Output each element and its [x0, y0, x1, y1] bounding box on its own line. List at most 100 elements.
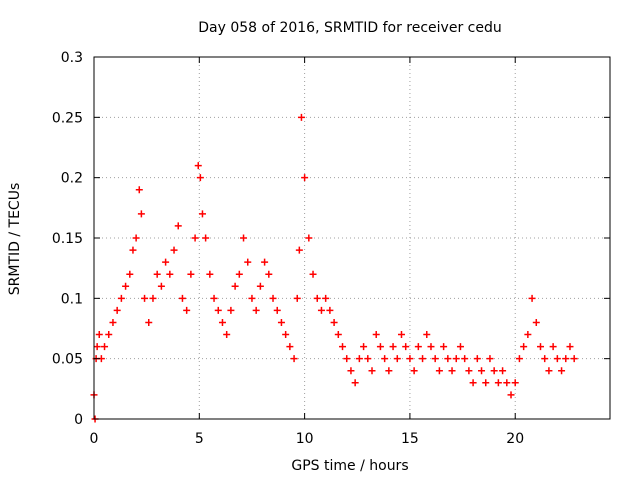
- data-point: [326, 306, 334, 314]
- data-point: [252, 306, 260, 314]
- data-point: [162, 258, 170, 266]
- data-point: [126, 270, 134, 278]
- data-point: [528, 294, 536, 302]
- data-point: [170, 246, 178, 254]
- data-point: [178, 294, 186, 302]
- data-point: [423, 331, 431, 339]
- y-tick-label: 0.25: [52, 110, 83, 126]
- data-point: [277, 318, 285, 326]
- data-point: [194, 162, 202, 170]
- data-point: [419, 355, 427, 363]
- data-point: [141, 294, 149, 302]
- data-point: [494, 379, 502, 387]
- data-point: [240, 234, 248, 242]
- data-point: [414, 343, 422, 351]
- data-points: [90, 113, 578, 423]
- data-point: [174, 222, 182, 230]
- data-point: [309, 270, 317, 278]
- data-point: [393, 355, 401, 363]
- data-point: [293, 294, 301, 302]
- data-point: [214, 306, 222, 314]
- y-tick-label: 0: [74, 412, 83, 428]
- data-point: [227, 306, 235, 314]
- data-point: [129, 246, 137, 254]
- axes: 0 5 10 15 20 0 0.05 0.1 0.15 0.2 0.25 0.3: [52, 50, 611, 447]
- data-point: [117, 294, 125, 302]
- data-point: [157, 282, 165, 290]
- data-point: [490, 367, 498, 375]
- x-axis-label: GPS time / hours: [291, 458, 408, 474]
- data-point: [132, 234, 140, 242]
- grid-lines: [94, 57, 610, 419]
- data-point: [295, 246, 303, 254]
- data-point: [269, 294, 277, 302]
- data-point: [256, 282, 264, 290]
- data-point: [444, 355, 452, 363]
- data-point: [478, 367, 486, 375]
- data-point: [339, 343, 347, 351]
- x-tick-label: 20: [506, 431, 524, 447]
- data-point: [553, 355, 561, 363]
- data-point: [536, 343, 544, 351]
- data-point: [507, 391, 515, 399]
- data-point: [322, 294, 330, 302]
- y-axis-label: SRMTID / TECUs: [7, 183, 23, 296]
- data-point: [381, 355, 389, 363]
- data-point: [456, 343, 464, 351]
- data-point: [95, 331, 103, 339]
- data-point: [122, 282, 130, 290]
- data-point: [397, 331, 405, 339]
- data-point: [317, 306, 325, 314]
- data-point: [532, 318, 540, 326]
- data-point: [545, 367, 553, 375]
- data-point: [406, 355, 414, 363]
- y-tick-label: 0.2: [61, 171, 83, 187]
- data-point: [524, 331, 532, 339]
- data-point: [273, 306, 281, 314]
- data-point: [330, 318, 338, 326]
- x-tick-label: 5: [195, 431, 204, 447]
- data-point: [265, 270, 273, 278]
- data-point: [231, 282, 239, 290]
- data-point: [248, 294, 256, 302]
- y-tick-label: 0.15: [52, 231, 83, 247]
- data-point: [499, 367, 507, 375]
- data-point: [440, 343, 448, 351]
- x-tick-label: 10: [296, 431, 314, 447]
- data-point: [372, 331, 380, 339]
- data-point: [145, 318, 153, 326]
- data-point: [244, 258, 252, 266]
- data-point: [206, 270, 214, 278]
- data-point: [282, 331, 290, 339]
- data-point: [435, 367, 443, 375]
- data-point: [364, 355, 372, 363]
- data-point: [549, 343, 557, 351]
- y-tick-label: 0.05: [52, 352, 83, 368]
- data-point: [198, 210, 206, 218]
- data-point: [166, 270, 174, 278]
- data-point: [347, 367, 355, 375]
- data-point: [191, 234, 199, 242]
- data-point: [566, 343, 574, 351]
- data-point: [389, 343, 397, 351]
- data-point: [558, 367, 566, 375]
- data-point: [368, 367, 376, 375]
- x-tick-label: 0: [90, 431, 99, 447]
- data-point: [313, 294, 321, 302]
- plot-frame: [93, 56, 611, 420]
- data-point: [461, 355, 469, 363]
- data-point: [402, 343, 410, 351]
- data-point: [305, 234, 313, 242]
- data-point: [301, 174, 309, 182]
- data-point: [183, 306, 191, 314]
- y-tick-label: 0.1: [61, 291, 83, 307]
- data-point: [469, 379, 477, 387]
- data-point: [202, 234, 210, 242]
- data-point: [503, 379, 511, 387]
- data-point: [261, 258, 269, 266]
- x-tick-label: 15: [401, 431, 419, 447]
- data-point: [101, 343, 109, 351]
- data-point: [355, 355, 363, 363]
- data-point: [109, 318, 117, 326]
